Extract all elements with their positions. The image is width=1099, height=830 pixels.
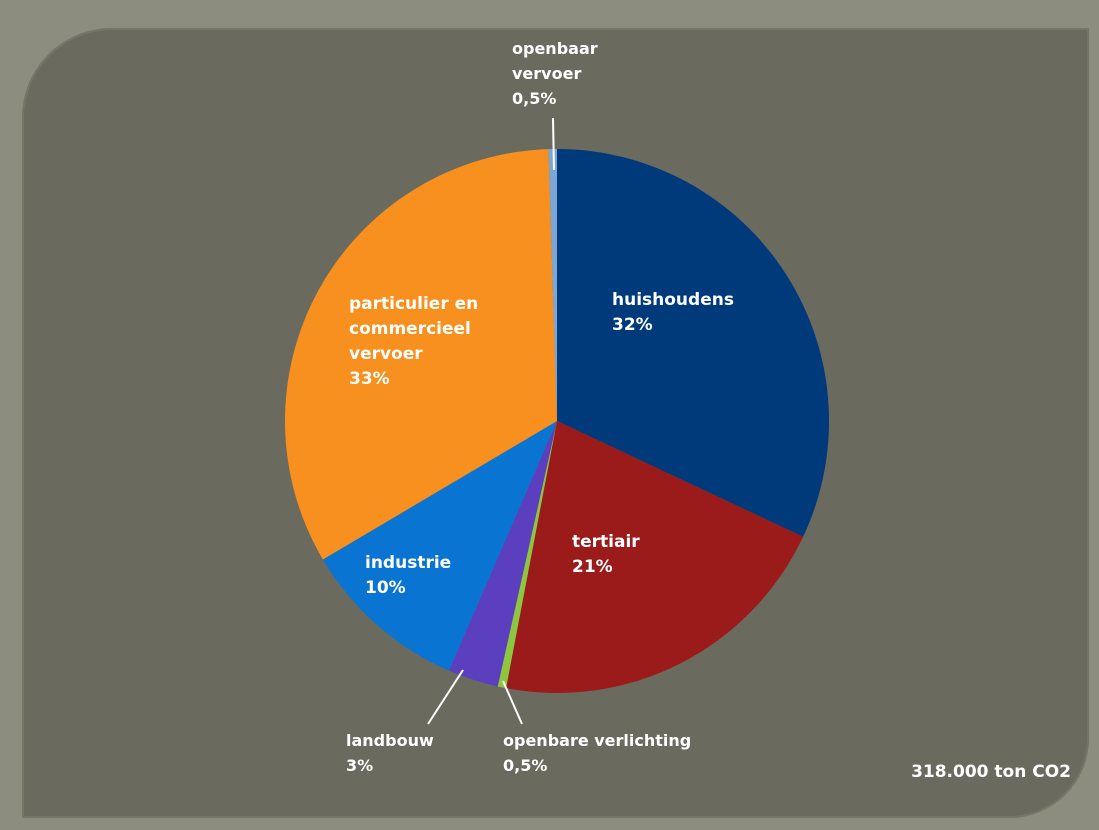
- pie-slice-industrie: [322, 421, 557, 671]
- pie-slice-landbouw: [448, 421, 557, 687]
- pie-slice-openbaar-vervoer: [548, 149, 557, 421]
- leader-line-openbaar-vervoer: [552, 117, 555, 171]
- pie-slice-tertiair: [506, 421, 804, 693]
- slice-label-industrie: industrie 10%: [365, 553, 451, 598]
- slice-label-openbaar-vervoer: openbaar vervoer 0,5%: [512, 39, 598, 108]
- slice-label-tertiair: tertiair 21%: [572, 532, 640, 577]
- slice-label-openbare-verlichting: openbare verlichting 0,5%: [503, 731, 691, 775]
- pie-slice-particulier-en-commercieel-vervoer: [285, 149, 557, 560]
- leader-line-landbouw: [427, 669, 464, 725]
- slice-label-particulier-en-commercieel-vervoer: particulier en commercieel vervoer 33%: [349, 294, 478, 389]
- pie-slice-openbare-verlichting: [497, 421, 557, 689]
- slice-label-huishoudens: huishoudens 32%: [612, 290, 734, 335]
- pie-slice-huishoudens: [557, 149, 829, 537]
- total-label: 318.000 ton CO2: [911, 762, 1071, 782]
- slice-label-landbouw: landbouw 3%: [346, 731, 434, 775]
- leader-line-openbare-verlichting: [502, 680, 523, 725]
